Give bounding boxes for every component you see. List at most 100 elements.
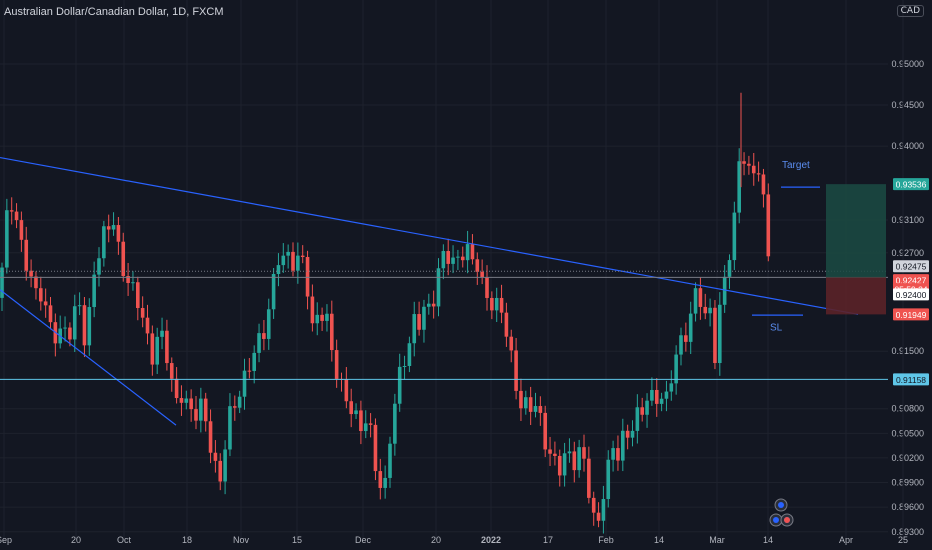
candle-body xyxy=(397,366,402,404)
candle xyxy=(460,246,465,268)
trendline-descending xyxy=(0,156,859,315)
candle-body xyxy=(708,307,712,314)
currency-badge[interactable]: CAD xyxy=(896,5,924,17)
candle xyxy=(436,258,441,317)
candle xyxy=(131,271,135,291)
candle-body xyxy=(165,330,169,364)
candle-body xyxy=(591,497,596,513)
candle-body xyxy=(509,336,514,351)
price-label-price: 0.92475 xyxy=(893,260,929,273)
candle-body xyxy=(63,327,67,329)
candle-body xyxy=(189,398,193,410)
candle xyxy=(596,502,601,528)
candle xyxy=(14,203,19,229)
candle xyxy=(223,440,227,495)
candle xyxy=(621,418,625,472)
candle xyxy=(184,390,189,410)
candle xyxy=(533,392,538,418)
candle-body xyxy=(393,403,397,444)
target-zone xyxy=(826,184,886,278)
candle-body xyxy=(111,225,116,230)
candle xyxy=(218,453,223,491)
candle xyxy=(300,245,305,264)
candle-body xyxy=(504,312,509,337)
candle-body xyxy=(446,251,450,264)
candle-body xyxy=(349,401,353,415)
y-tick-label: 0.90800 xyxy=(891,404,924,414)
candle-body xyxy=(116,225,121,242)
candle xyxy=(102,220,106,267)
candle-body xyxy=(252,352,256,371)
candle xyxy=(286,244,290,269)
price-label-text: 0.91949 xyxy=(896,310,927,320)
candle-body xyxy=(87,307,92,346)
candle xyxy=(116,216,121,255)
candle-body xyxy=(262,333,266,339)
candle-body xyxy=(97,258,101,275)
candle xyxy=(72,294,77,353)
candle-body xyxy=(693,288,698,314)
candle-body xyxy=(417,314,421,330)
candle-body xyxy=(722,276,727,305)
candle-body xyxy=(533,406,538,412)
candle xyxy=(189,389,193,422)
candle-body xyxy=(654,389,659,404)
x-tick-label: 20 xyxy=(431,535,441,545)
candle-body xyxy=(431,303,436,307)
candle xyxy=(194,396,198,430)
candle-body xyxy=(296,255,300,271)
y-tick-label: 0.91500 xyxy=(891,346,924,356)
candle-body xyxy=(475,259,480,272)
candle-body xyxy=(674,354,678,384)
candle-body xyxy=(334,350,339,379)
candle-body xyxy=(218,460,223,482)
candle xyxy=(412,301,417,357)
candle xyxy=(538,396,543,426)
candle-body xyxy=(325,313,329,321)
candle xyxy=(397,353,402,412)
candle-body xyxy=(34,276,38,289)
y-tick-label: 0.93100 xyxy=(891,215,924,225)
candle-body xyxy=(519,390,523,409)
candle xyxy=(291,242,295,277)
candle xyxy=(165,319,169,371)
candle xyxy=(330,300,334,362)
candle-body xyxy=(242,370,247,397)
candle xyxy=(514,338,518,400)
candle xyxy=(480,259,484,285)
candle-body xyxy=(422,306,426,330)
candle xyxy=(756,161,761,182)
y-tick-label: 0.92700 xyxy=(891,248,924,258)
candle-body xyxy=(630,430,635,438)
candle-body xyxy=(9,210,14,212)
candle xyxy=(344,367,349,409)
candle xyxy=(688,301,693,354)
candle-body xyxy=(679,335,683,355)
candle-body xyxy=(354,410,358,415)
candle xyxy=(349,388,353,428)
candle xyxy=(718,292,722,376)
candle xyxy=(257,323,261,363)
candle-body xyxy=(465,244,470,261)
candle xyxy=(751,152,756,186)
x-tick-label: Mar xyxy=(709,535,725,545)
candle-body xyxy=(718,304,722,364)
candle xyxy=(82,297,87,357)
trendline-lower xyxy=(0,289,177,426)
candle-body xyxy=(213,452,218,461)
price-label-target: 0.93536 xyxy=(893,178,929,191)
candle-body xyxy=(688,313,693,342)
candle xyxy=(334,339,339,388)
price-label-support: 0.91158 xyxy=(893,373,929,386)
candle xyxy=(145,304,150,345)
candle-body xyxy=(756,173,761,175)
candle xyxy=(310,284,315,332)
candle-body xyxy=(407,343,412,366)
candle xyxy=(519,378,523,422)
candle-body xyxy=(562,453,567,476)
candle-body xyxy=(0,267,4,298)
price-label-text: 0.91158 xyxy=(896,375,926,385)
price-label-text: 0.92427 xyxy=(896,276,927,286)
